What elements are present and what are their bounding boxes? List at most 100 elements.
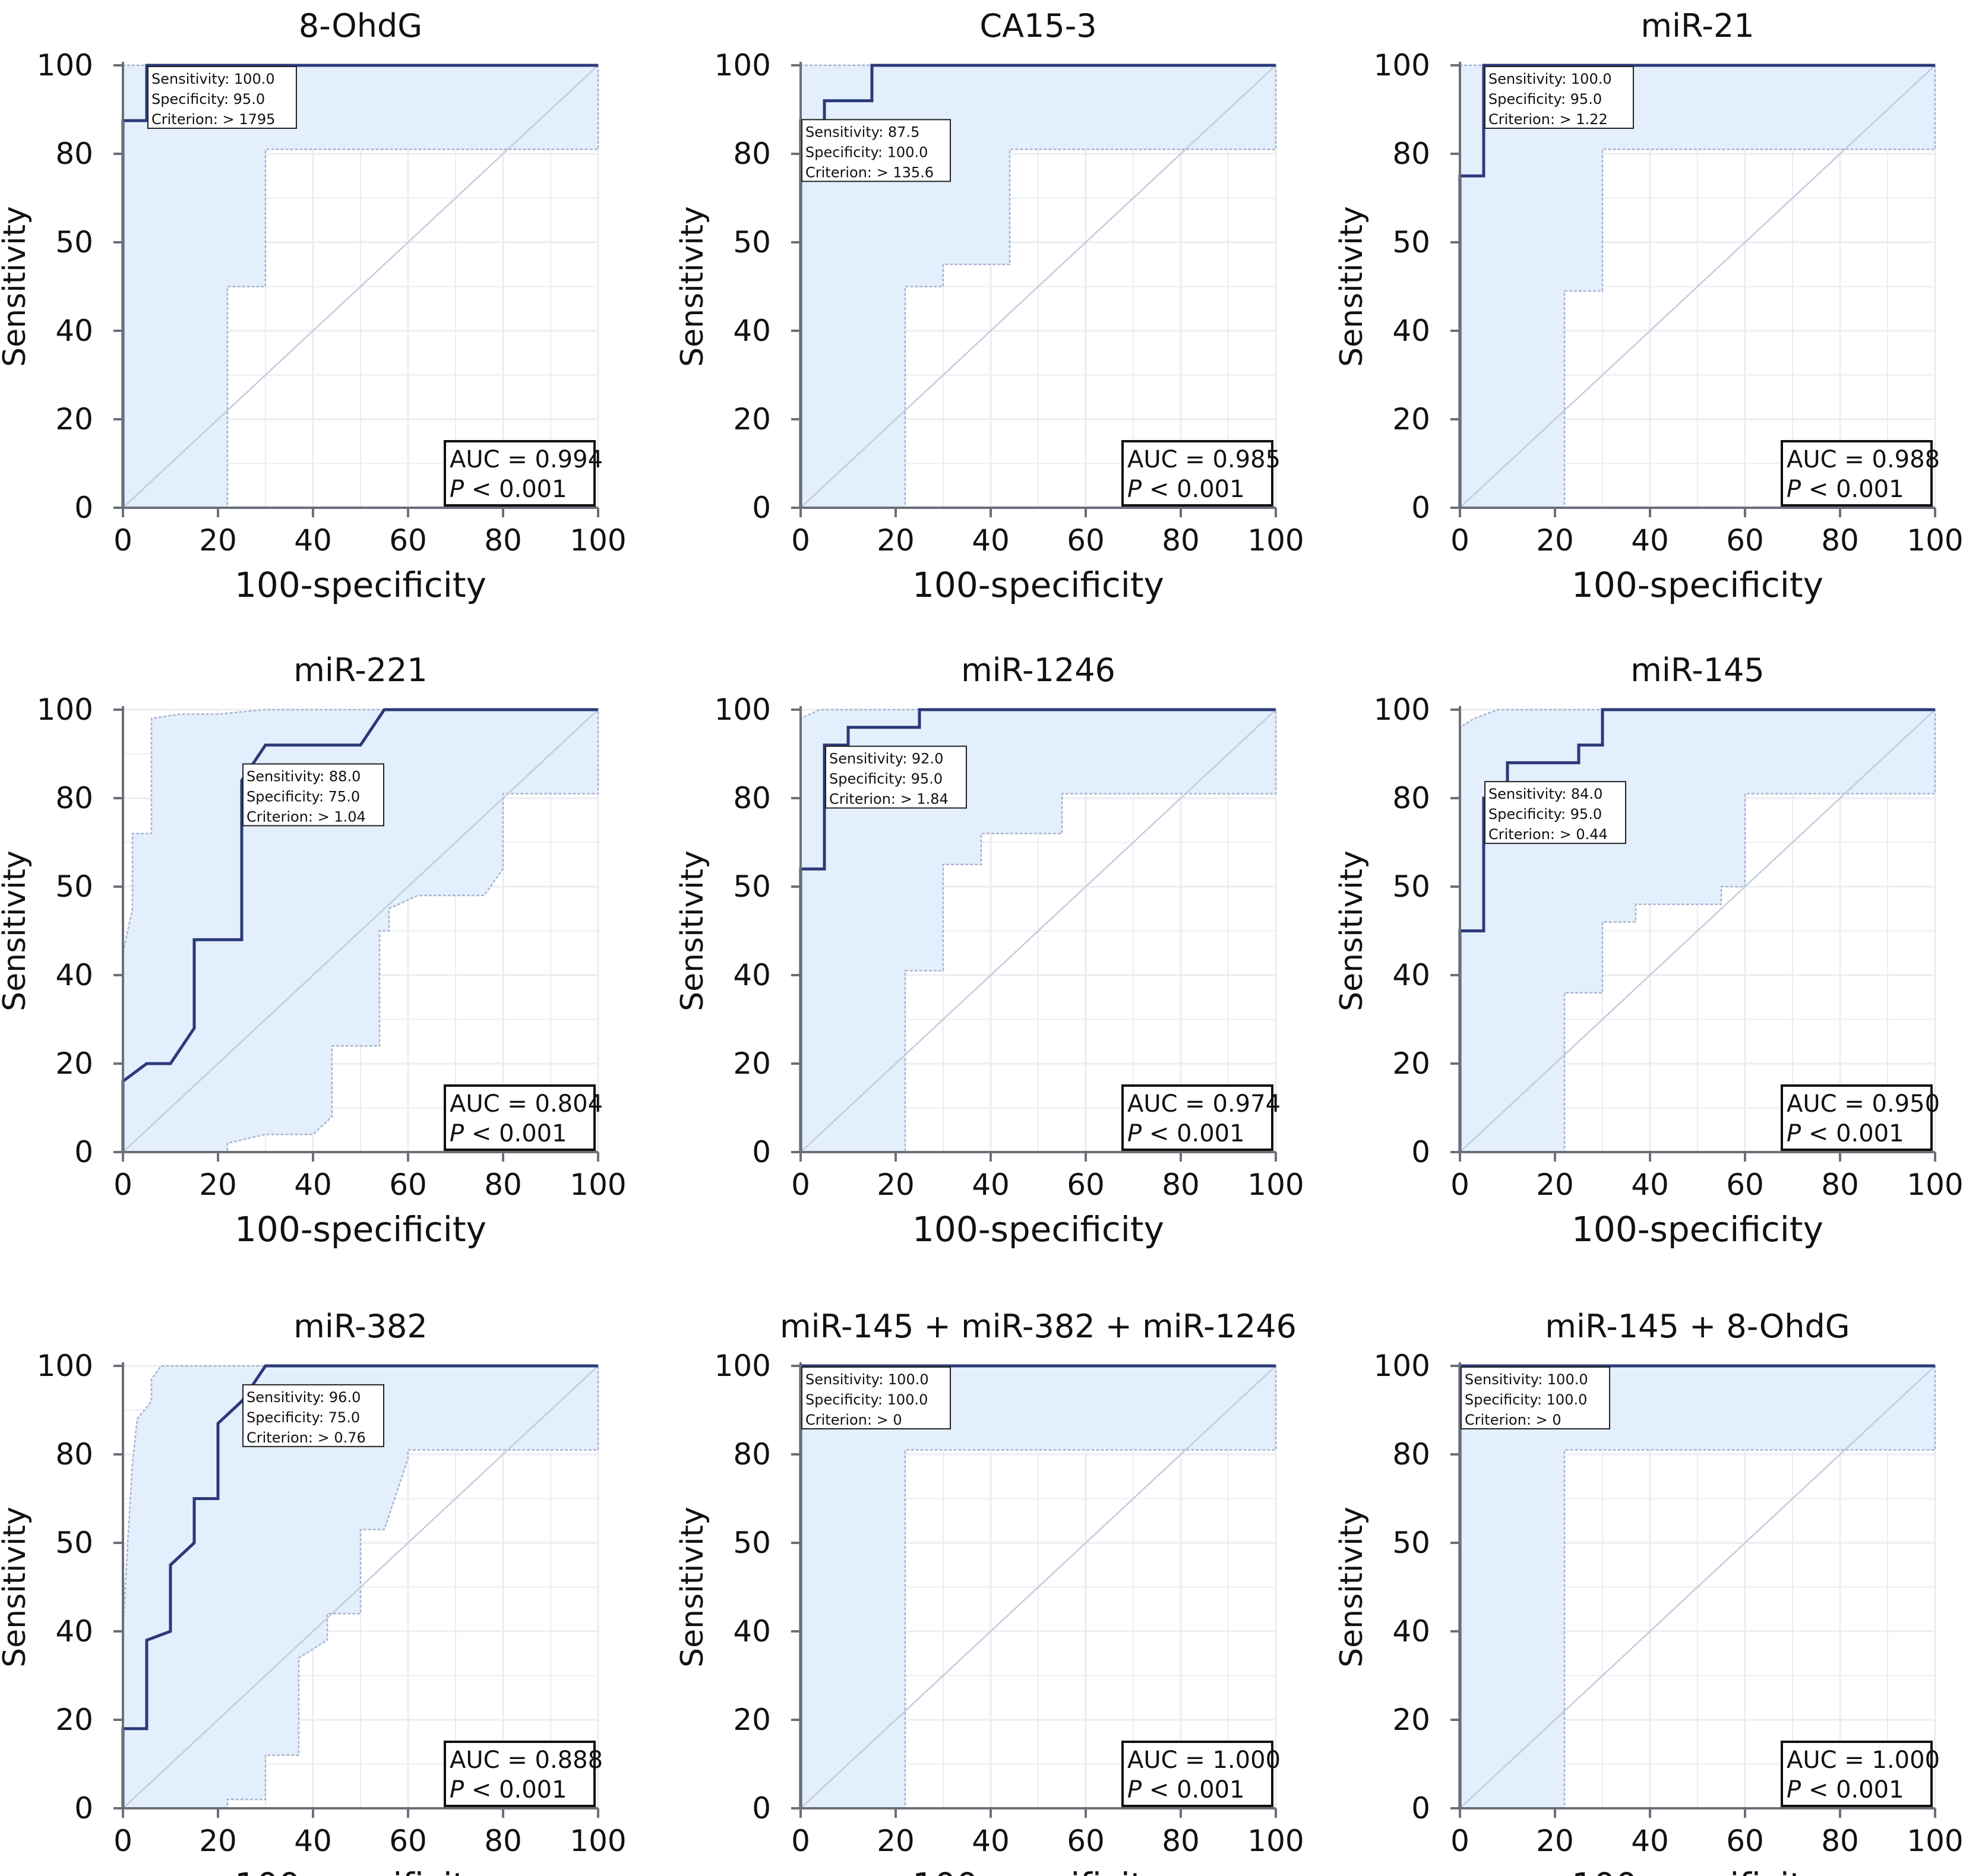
criterion-line: Criterion: > 1.04 bbox=[246, 808, 366, 825]
criterion-line: Criterion: > 0.44 bbox=[1488, 826, 1608, 843]
y-tick-label: 20 bbox=[733, 1046, 771, 1081]
criterion-box-frame bbox=[1484, 66, 1634, 129]
y-tick-label: 50 bbox=[1392, 1526, 1430, 1560]
x-axis-label: 100-specificity bbox=[235, 1209, 486, 1249]
x-tick-label: 100 bbox=[1907, 1168, 1963, 1202]
criterion-box: Sensitivity: 100.0 Specificity: 100.0 Crit… bbox=[1461, 1366, 1610, 1429]
y-tick-label: 50 bbox=[55, 1526, 93, 1560]
y-tick-label: 40 bbox=[1392, 314, 1430, 348]
x-tick-label: 80 bbox=[484, 523, 522, 558]
criterion-line: Criterion: > 135.6 bbox=[805, 164, 934, 181]
auc-value: AUC = 0.974 bbox=[1127, 1090, 1281, 1118]
x-tick-label: 80 bbox=[1821, 1824, 1859, 1858]
reference-diagonal bbox=[800, 65, 1276, 508]
auc-box-frame bbox=[1121, 440, 1273, 507]
roc-panel: 0 20 40 60 80 100 0 20 40 50 80 100 8-OhdG 100-specif… bbox=[0, 7, 627, 605]
x-tick-label: 100 bbox=[570, 1824, 626, 1858]
y-tick-label: 40 bbox=[55, 958, 93, 992]
y-tick-label: 50 bbox=[733, 225, 771, 260]
confidence-band bbox=[799, 708, 1277, 1153]
y-tick-label: 100 bbox=[715, 48, 771, 83]
y-tick-label: 20 bbox=[55, 402, 93, 436]
criterion-line: Sensitivity: 100.0 bbox=[151, 71, 275, 87]
criterion-line: Criterion: > 1.22 bbox=[1488, 111, 1608, 128]
reference-diagonal bbox=[1459, 1365, 1936, 1809]
p-value: P < 0.001 bbox=[450, 1776, 567, 1804]
x-tick-label: 80 bbox=[1162, 1168, 1200, 1202]
y-tick-label: 20 bbox=[1392, 1046, 1430, 1081]
p-threshold: < 0.001 bbox=[1142, 1120, 1244, 1147]
criterion-box: Sensitivity: 100.0 Specificity: 95.0 Crite… bbox=[147, 66, 297, 129]
criterion-line: Specificity: 100.0 bbox=[805, 1391, 928, 1408]
x-tick-label: 80 bbox=[484, 1824, 522, 1858]
y-tick-label: 40 bbox=[55, 314, 93, 348]
y-tick-label: 0 bbox=[74, 1135, 93, 1169]
criterion-box: Sensitivity: 92.0 Specificity: 95.0 Criter… bbox=[825, 745, 967, 809]
chart-title: miR-221 bbox=[293, 651, 428, 689]
p-value: P < 0.001 bbox=[1127, 1120, 1245, 1147]
auc-value: AUC = 1.000 bbox=[1127, 1747, 1281, 1774]
criterion-box: Sensitivity: 87.5 Specificity: 100.0 Crite… bbox=[801, 119, 951, 182]
p-threshold: < 0.001 bbox=[1801, 1776, 1904, 1804]
auc-value: AUC = 0.888 bbox=[450, 1747, 603, 1774]
x-tick-label: 100 bbox=[1247, 1168, 1304, 1202]
roc-panel: 0 20 40 60 80 100 0 20 40 50 80 100 miR-1246 100-spec… bbox=[675, 651, 1304, 1249]
x-tick-label: 40 bbox=[972, 523, 1010, 558]
x-tick-label: 40 bbox=[1631, 1168, 1669, 1202]
x-tick-label: 0 bbox=[113, 523, 132, 558]
x-tick-label: 60 bbox=[1726, 523, 1764, 558]
y-tick-label: 40 bbox=[733, 314, 771, 348]
criterion-line: Criterion: > 1.84 bbox=[829, 791, 949, 808]
auc-box: AUC = 0.988 P < 0.001 bbox=[1781, 440, 1940, 507]
y-tick-label: 20 bbox=[1392, 402, 1430, 436]
x-tick-label: 80 bbox=[484, 1168, 522, 1202]
x-tick-label: 0 bbox=[1450, 523, 1469, 558]
x-axis-label: 100-specificity bbox=[1572, 1209, 1823, 1249]
y-tick-label: 20 bbox=[55, 1046, 93, 1081]
x-tick-label: 40 bbox=[294, 1168, 332, 1202]
chart-title: miR-21 bbox=[1640, 7, 1754, 45]
roc-curve bbox=[121, 708, 598, 1152]
y-tick-label: 100 bbox=[1374, 48, 1430, 83]
roc-panel: 0 20 40 60 80 100 0 20 40 50 80 100 miR-21 100-specif… bbox=[1334, 7, 1963, 605]
criterion-box-frame bbox=[801, 119, 951, 182]
auc-box: AUC = 0.985 P < 0.001 bbox=[1121, 440, 1281, 507]
reference-diagonal bbox=[1459, 65, 1936, 508]
x-tick-label: 80 bbox=[1162, 523, 1200, 558]
y-tick-label: 0 bbox=[752, 1791, 771, 1826]
auc-box-frame bbox=[1121, 1084, 1273, 1151]
y-tick-label: 50 bbox=[733, 1526, 771, 1560]
x-tick-label: 40 bbox=[972, 1824, 1010, 1858]
x-tick-label: 100 bbox=[570, 523, 626, 558]
x-tick-label: 80 bbox=[1821, 1168, 1859, 1202]
criterion-line: Sensitivity: 100.0 bbox=[1488, 71, 1612, 87]
x-tick-label: 60 bbox=[1067, 1824, 1105, 1858]
criterion-line: Specificity: 100.0 bbox=[805, 144, 928, 160]
auc-value: AUC = 0.985 bbox=[1127, 446, 1281, 473]
x-tick-label: 100 bbox=[570, 1168, 626, 1202]
y-tick-label: 100 bbox=[1374, 692, 1430, 727]
criterion-line: Criterion: > 0 bbox=[1465, 1412, 1561, 1428]
x-tick-label: 60 bbox=[389, 523, 427, 558]
roc-panel: 0 20 40 60 80 100 0 20 40 50 80 100 miR-382 100-speci… bbox=[0, 1308, 627, 1876]
x-axis-label: 100-specificity bbox=[912, 1209, 1164, 1249]
criterion-line: Criterion: > 0 bbox=[805, 1412, 902, 1428]
x-tick-label: 100 bbox=[1907, 1824, 1963, 1858]
x-tick-label: 60 bbox=[389, 1824, 427, 1858]
chart-title: 8-OhdG bbox=[299, 7, 422, 45]
p-symbol: P bbox=[1127, 1120, 1142, 1147]
auc-box-frame bbox=[444, 1084, 596, 1151]
x-tick-label: 60 bbox=[1067, 523, 1105, 558]
x-tick-label: 0 bbox=[113, 1168, 132, 1202]
y-tick-label: 80 bbox=[1392, 1437, 1430, 1472]
y-axis-label: Sensitivity bbox=[675, 206, 710, 367]
criterion-line: Sensitivity: 84.0 bbox=[1488, 786, 1602, 802]
x-tick-label: 20 bbox=[1536, 523, 1574, 558]
x-tick-label: 60 bbox=[1726, 1824, 1764, 1858]
p-value: P < 0.001 bbox=[450, 476, 567, 503]
x-axis-label: 100-specificity bbox=[912, 565, 1164, 605]
roc-panel: 0 20 40 60 80 100 0 20 40 50 80 100 CA15-3 100-specif… bbox=[675, 7, 1304, 605]
